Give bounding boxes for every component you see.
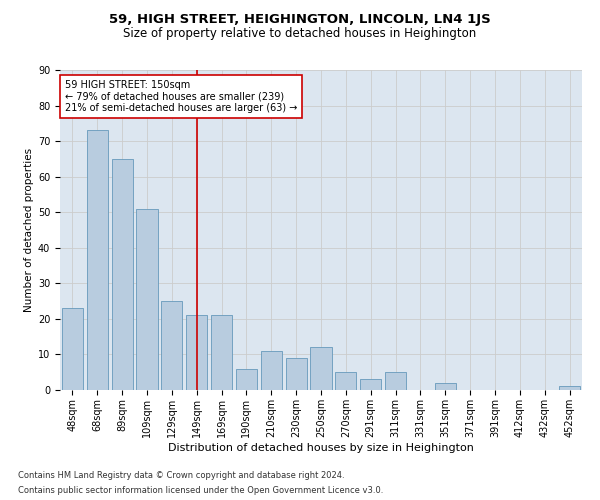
X-axis label: Distribution of detached houses by size in Heighington: Distribution of detached houses by size …	[168, 442, 474, 452]
Bar	[559, 386, 580, 390]
Bar	[286, 358, 307, 390]
Y-axis label: Number of detached properties: Number of detached properties	[24, 148, 34, 312]
Bar	[62, 308, 83, 390]
Bar	[236, 368, 257, 390]
Bar	[335, 372, 356, 390]
Text: 59, HIGH STREET, HEIGHINGTON, LINCOLN, LN4 1JS: 59, HIGH STREET, HEIGHINGTON, LINCOLN, L…	[109, 12, 491, 26]
Bar	[435, 383, 456, 390]
Bar	[161, 301, 182, 390]
Bar	[261, 351, 282, 390]
Bar	[360, 380, 381, 390]
Text: Contains HM Land Registry data © Crown copyright and database right 2024.: Contains HM Land Registry data © Crown c…	[18, 471, 344, 480]
Bar	[310, 348, 332, 390]
Bar	[87, 130, 108, 390]
Text: Contains public sector information licensed under the Open Government Licence v3: Contains public sector information licen…	[18, 486, 383, 495]
Bar	[211, 316, 232, 390]
Text: Size of property relative to detached houses in Heighington: Size of property relative to detached ho…	[124, 28, 476, 40]
Bar	[136, 208, 158, 390]
Bar	[186, 316, 207, 390]
Bar	[385, 372, 406, 390]
Text: 59 HIGH STREET: 150sqm
← 79% of detached houses are smaller (239)
21% of semi-de: 59 HIGH STREET: 150sqm ← 79% of detached…	[65, 80, 298, 113]
Bar	[112, 159, 133, 390]
